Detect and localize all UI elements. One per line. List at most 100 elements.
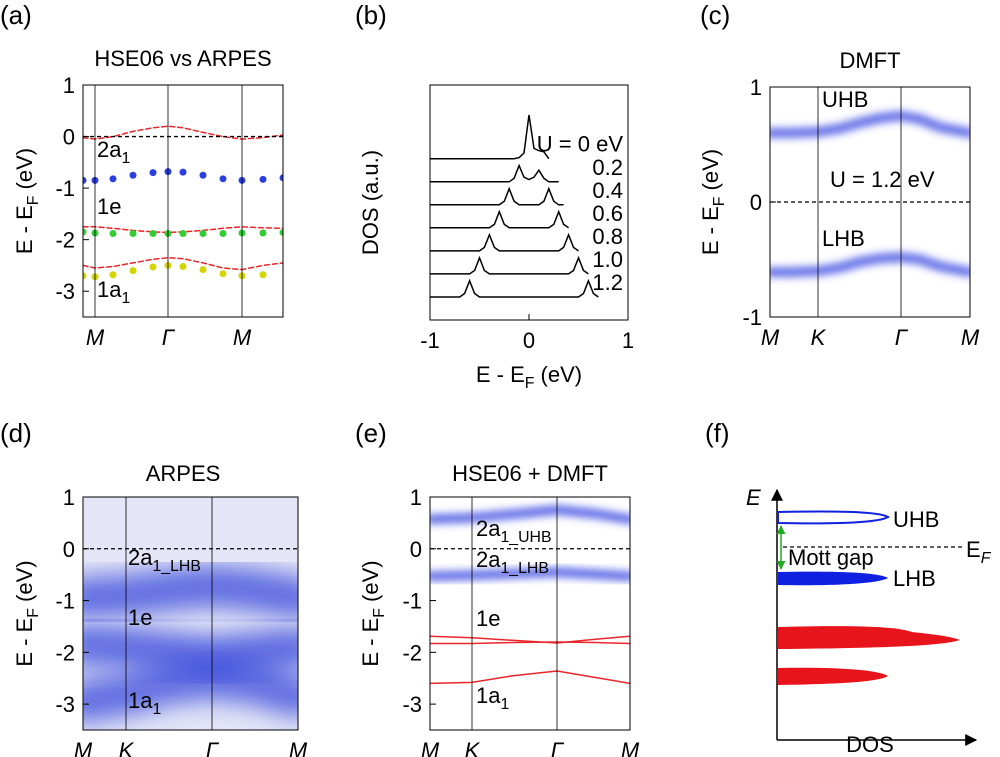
band-blur [770, 252, 970, 278]
band-point [219, 175, 227, 183]
uhb-peak [777, 510, 890, 525]
band-line [430, 641, 630, 645]
panel-label: (e) [355, 418, 387, 448]
x-axis-label-tail: (eV) [534, 362, 582, 387]
band-blob [83, 657, 298, 723]
x-tick-label: M [86, 325, 105, 350]
panel-title: HSE06 vs ARPES [94, 46, 271, 71]
x-tick-label: K [465, 738, 481, 757]
band-point [199, 171, 207, 179]
annotation: 1e [476, 606, 500, 631]
plot-area [83, 565, 298, 723]
annotation-text: 1a [97, 277, 122, 302]
y-tick-label: -1 [742, 305, 762, 330]
uhb-label: UHB [893, 507, 939, 532]
panel-label: (b) [355, 0, 387, 30]
annotation: 2a1_LHB [476, 547, 549, 577]
panel-title: DMFT [839, 48, 900, 73]
y-axis-label-sub: F [25, 608, 42, 618]
x-tick-label: -1 [420, 328, 440, 353]
curve-label: 0.8 [592, 224, 623, 249]
plot-frame [82, 496, 299, 731]
annotation: U = 1.2 eV [830, 167, 935, 192]
annotation: 2a1_LHB [128, 545, 201, 575]
x-tick-label: Γ [895, 325, 909, 350]
band-point [149, 263, 157, 271]
plot-frame [769, 86, 971, 318]
band-point [109, 229, 117, 237]
y-tick-label: 1 [63, 485, 75, 510]
gap-label: Mott gap [788, 545, 874, 570]
curve-label: 0.6 [592, 201, 623, 226]
dos-curve [430, 163, 559, 183]
y-tick-label: 1 [750, 75, 762, 100]
band-line [430, 670, 630, 685]
x-tick-label: M [233, 325, 252, 350]
band-point [179, 262, 187, 270]
y-tick-label: 0 [63, 125, 75, 150]
annotation-sub: 1 [121, 150, 130, 167]
fermi-label: EF [966, 537, 992, 567]
y-axis-label-sub: F [711, 196, 728, 206]
lhb-peak [778, 571, 888, 586]
x-tick-label: M [74, 738, 93, 757]
band-point [129, 229, 137, 237]
x-tick-label: M [289, 738, 308, 757]
annotation: 1e [128, 605, 152, 630]
panel: (e) HSE06 + DMFT E - EF (eV) -3 -2 -1 0 1 M K Γ M 2a… [355, 418, 640, 757]
annotation-text: 2a [97, 137, 122, 162]
band-point [149, 229, 157, 237]
y-tick-label: -2 [55, 228, 75, 253]
panel-label: (c) [700, 0, 730, 30]
x-tick-label: M [761, 325, 780, 350]
annotation: LHB [822, 226, 865, 251]
dos-curve [430, 278, 599, 298]
curve-label: 0.4 [592, 178, 623, 203]
band-point [109, 175, 117, 183]
y-tick-label: 1 [410, 485, 422, 510]
curve-label: 1.0 [592, 247, 623, 272]
plot-area [83, 125, 283, 281]
annotation: 1e [97, 194, 121, 219]
plot-frame [429, 84, 629, 321]
band-dashed [83, 256, 283, 271]
y-tick-label: -1 [55, 176, 75, 201]
band-point [199, 229, 207, 237]
y-axis-label-tail: (eV) [698, 149, 723, 197]
annotation-text: 1a [476, 683, 501, 708]
y-axis-label: E - EF (eV) [698, 149, 728, 255]
band-dashed [83, 226, 283, 234]
panel: (b)DOS (a.u.)E - EF (eV)-1 0 1U = 0 eV0.20… [355, 0, 634, 392]
x-tick-label: K [811, 325, 827, 350]
band-point [83, 176, 87, 184]
band-point [219, 270, 227, 278]
annotation-sub: 1 [500, 696, 509, 713]
y-axis-label: E - EF (eV) [358, 560, 388, 666]
y-axis-label-tail: (eV) [12, 148, 37, 196]
x-tick-label: Γ [162, 325, 176, 350]
band-point [179, 229, 187, 237]
x-tick-label: Γ [551, 738, 565, 757]
band-blob [83, 565, 298, 619]
annotation-text: 2a [476, 547, 501, 572]
annotation: 1a1 [476, 683, 509, 713]
annotation: 1a1 [97, 277, 130, 307]
band-point [219, 229, 227, 237]
band-point [149, 169, 157, 177]
fermi-label-text: E [966, 537, 981, 562]
band-point [259, 175, 267, 183]
y-tick-label: -3 [55, 692, 75, 717]
band-blur [430, 567, 630, 582]
y-tick-label: 1 [63, 73, 75, 98]
x-tick-label: M [621, 738, 640, 757]
plot-frame [82, 84, 284, 318]
dos-curve [430, 232, 579, 252]
panel: (c) DMFT E - EF (eV) -1 0 1 M K Γ M UHB U = 1.2 eV L… [698, 0, 980, 350]
band-blob [83, 623, 298, 679]
x-tick-label: M [421, 738, 440, 757]
x-axis-label-sub: F [525, 375, 535, 392]
y-axis-label-sub: F [371, 608, 388, 618]
x-tick-label: M [961, 325, 980, 350]
band-dashed [83, 125, 283, 140]
